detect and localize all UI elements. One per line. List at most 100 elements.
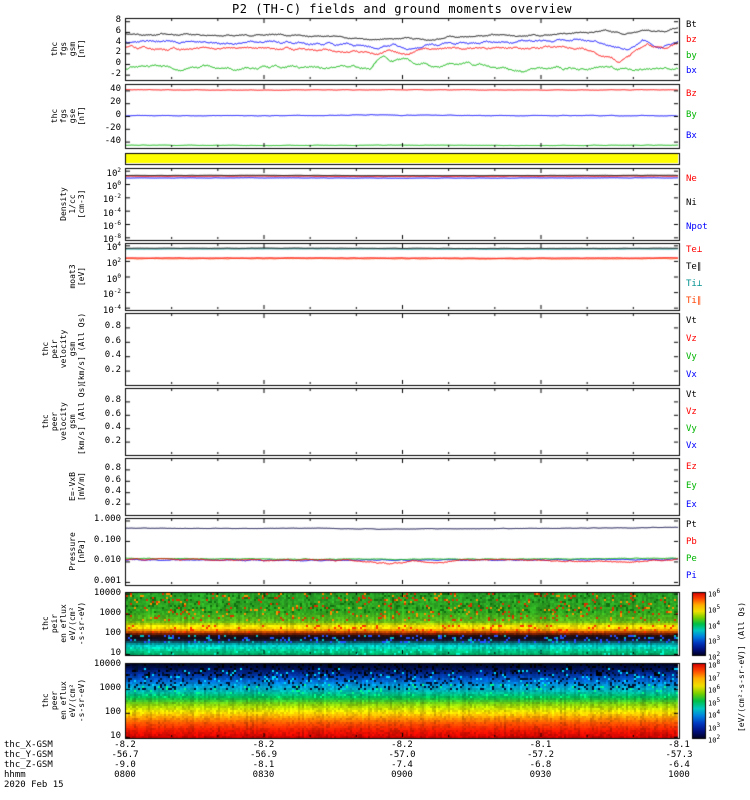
legend-label: Ne — [686, 174, 697, 184]
legend-label: Vt — [686, 390, 697, 401]
y-tick-label: 100 — [104, 627, 121, 638]
colorbar-tick-label: 106 — [708, 588, 721, 599]
y-tick-label: 100 — [106, 180, 121, 192]
y-tick-label: 40 — [110, 84, 121, 95]
y-tick-label: 1000 — [99, 682, 121, 693]
y-tick-label: 10000 — [93, 587, 121, 598]
y-tick-label: 100 — [106, 272, 121, 285]
legend-label: Te∥ — [686, 262, 702, 273]
colorbar-tick-label: 103 — [708, 721, 721, 732]
plot-title: P2 (TH-C) fields and ground moments over… — [232, 2, 572, 16]
panel-left-label: thc peer velocity gsm [km/s] (All Qs) — [41, 382, 86, 455]
y-tick-label: 100 — [104, 706, 121, 717]
bottom-tick-value: -8.1 — [529, 740, 552, 750]
y-tick-label: 0.8 — [104, 463, 121, 474]
bottom-tick-value: 1000 — [668, 770, 690, 780]
y-tick-label: 10 — [110, 730, 121, 741]
panel-left-label: E=-VxB [mV/m] — [68, 472, 86, 501]
y-tick-label: 0.2 — [104, 364, 121, 375]
legend-label: Pi — [686, 570, 697, 581]
y-tick-label: 10-8 — [102, 233, 121, 246]
legend-label: By — [686, 110, 697, 120]
y-tick-label: 102 — [106, 166, 121, 179]
legend-label: Ni — [686, 198, 697, 208]
y-tick-label: 0 — [115, 57, 121, 68]
date-label: 2020 Feb 15 — [4, 780, 64, 790]
axis-row-label-y-gsm: thc_Y-GSM — [4, 750, 53, 760]
y-tick-label: 0.6 — [104, 335, 121, 346]
legend-label: bz — [686, 35, 697, 46]
y-tick-label: 10000 — [93, 658, 121, 669]
y-tick-label: 4 — [115, 36, 121, 47]
colorbar-tick-label: 104 — [708, 619, 721, 630]
colorbar-tick-label: 108 — [708, 659, 721, 670]
y-tick-label: 10-2 — [102, 288, 121, 301]
y-tick-label: 0.6 — [104, 474, 121, 485]
colorbar-tick-label: 106 — [708, 684, 721, 695]
bottom-tick-value: -57.2 — [526, 750, 555, 760]
bottom-tick-value: -7.4 — [391, 760, 413, 770]
bottom-tick-value: -8.1 — [668, 740, 690, 750]
bottom-tick-value: -6.8 — [529, 760, 552, 770]
panel-left-label: thc fgs gsm [nT] — [50, 39, 86, 59]
y-tick-label: 0.010 — [93, 555, 121, 566]
y-tick-label: 0.8 — [104, 395, 121, 406]
bottom-tick-value: 0900 — [391, 770, 413, 780]
legend-label: Vz — [686, 407, 697, 418]
y-tick-label: 0.001 — [93, 575, 121, 586]
y-tick-label: 0.6 — [104, 408, 121, 419]
y-tick-label: 102 — [106, 256, 121, 269]
panel-left-label: thc peir velocity gsm [km/s] (All Qs) — [41, 312, 86, 385]
legend-label: Vx — [686, 370, 697, 380]
y-tick-label: 8 — [115, 15, 121, 26]
y-tick-label: -40 — [104, 135, 121, 146]
bottom-tick-value: -8.2 — [252, 740, 275, 750]
y-tick-label: 10-6 — [102, 220, 121, 232]
colorbar-tick-label: 105 — [708, 696, 721, 707]
y-tick-label: 0.2 — [104, 435, 121, 446]
panel-left-label: thc fgs gse [nT] — [50, 106, 86, 126]
y-tick-label: 0.4 — [104, 486, 121, 497]
bottom-tick-value: -8.2 — [391, 740, 413, 750]
legend-label: bx — [686, 66, 697, 77]
colorbar-tick-label: 102 — [708, 651, 721, 662]
y-tick-label: 0 — [115, 110, 121, 120]
legend-label: Bt — [686, 19, 697, 30]
panel-left-label: thc peir en eflux eV/(cm² -s-sr-eV) — [41, 601, 86, 646]
legend-label: by — [686, 50, 697, 61]
legend-label: Bx — [686, 131, 697, 142]
colorbar-tick-label: 103 — [708, 635, 721, 646]
y-tick-label: 2 — [115, 47, 121, 58]
y-tick-label: 10-4 — [102, 206, 121, 219]
bottom-tick-value: 0800 — [114, 770, 136, 780]
panel-left-label: moat3 [eV] — [68, 264, 86, 289]
y-tick-label: 0.2 — [104, 497, 121, 508]
y-tick-label: 20 — [110, 97, 121, 108]
colorbar-unit-label: [eV/(cm²-s-sr-eV)] (All Qs) — [737, 601, 746, 733]
bottom-tick-value: -9.0 — [114, 760, 136, 770]
colorbar-tick-label: 105 — [708, 603, 721, 615]
y-tick-label: 1000 — [99, 607, 121, 618]
bottom-tick-value: -56.7 — [111, 750, 139, 760]
y-tick-label: 0.4 — [104, 422, 121, 433]
legend-label: Bz — [686, 88, 697, 99]
legend-label: Pe — [686, 553, 697, 564]
y-tick-label: 1.000 — [93, 514, 121, 525]
legend-label: Ex — [686, 499, 697, 510]
bottom-tick-value: -6.4 — [668, 760, 690, 770]
bottom-tick-value: -8.2 — [114, 740, 136, 750]
bottom-tick-value: 0830 — [252, 770, 275, 780]
panel-left-label: Density 1/cc [cm-3] — [59, 187, 86, 221]
colorbar-tick-label: 102 — [708, 734, 721, 745]
y-tick-label: 10-4 — [102, 303, 121, 316]
y-tick-label: 0.100 — [93, 534, 121, 545]
bottom-tick-value: -56.9 — [249, 750, 278, 760]
legend-label: Vy — [686, 423, 697, 434]
legend-label: Npot — [686, 222, 708, 232]
legend-label: Pt — [686, 520, 697, 531]
axis-row-label-z-gsm: thc_Z-GSM — [4, 760, 53, 770]
panel-left-label: thc peer en eflux eV/(cm² -s-sr-eV) — [41, 678, 86, 723]
y-tick-label: 10 — [110, 647, 121, 658]
